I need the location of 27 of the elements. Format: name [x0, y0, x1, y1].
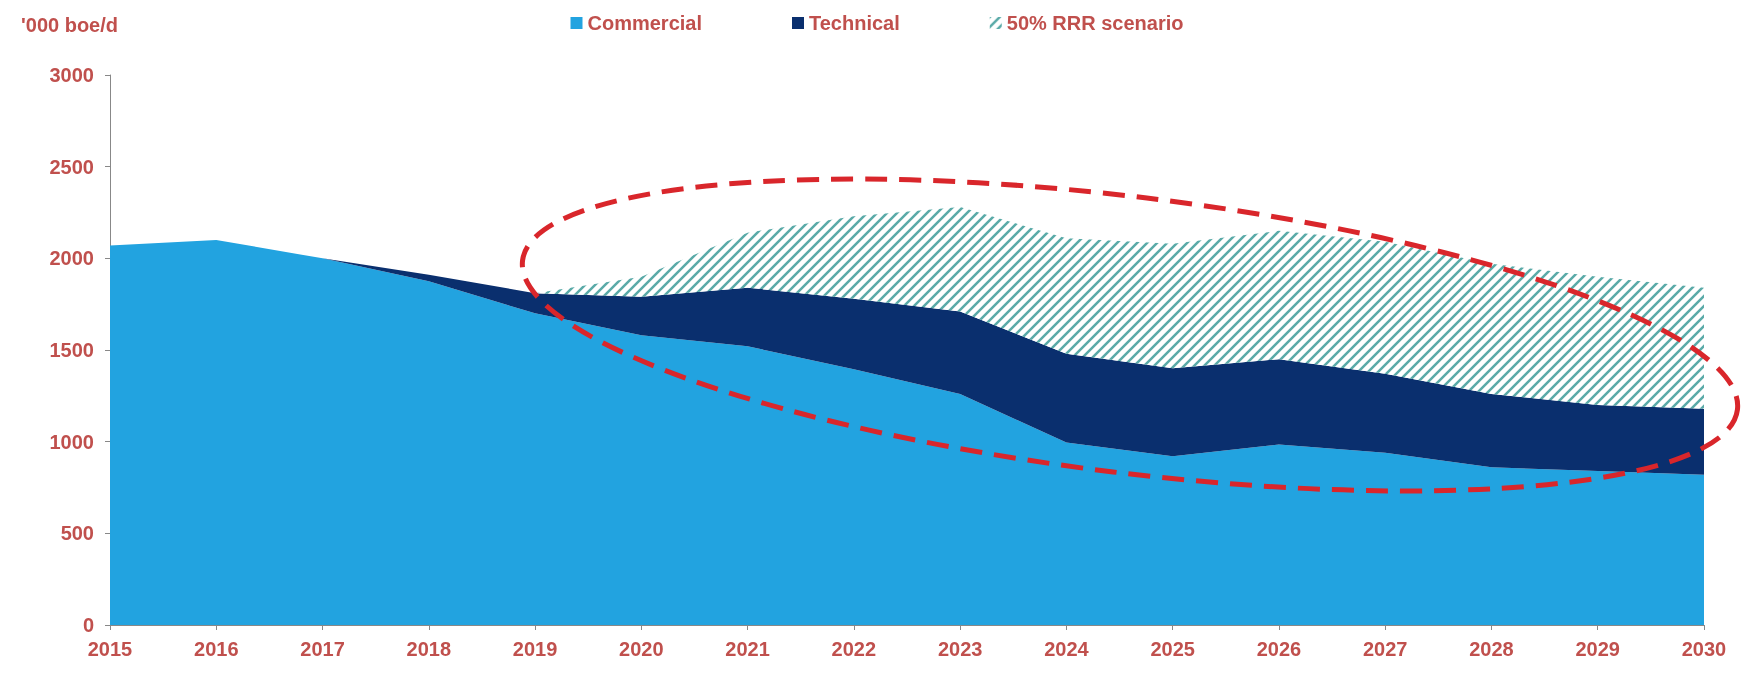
y-tick-label: 1000 — [49, 430, 94, 453]
x-tick-label: 2022 — [831, 638, 877, 660]
x-tick-label: 2024 — [1044, 638, 1090, 660]
x-tick-label: 2029 — [1575, 638, 1620, 660]
y-tick-label: 2500 — [49, 155, 94, 178]
x-tick-label: 2023 — [937, 638, 983, 660]
y-tick-label: 500 — [60, 522, 94, 545]
x-tick-label: 2018 — [406, 638, 452, 660]
legend-label: Technical — [808, 12, 900, 34]
y-tick-label: 0 — [82, 614, 94, 636]
x-tick-label: 2021 — [725, 638, 770, 660]
y-tick-label: 2000 — [49, 247, 94, 270]
y-tick-label: 3000 — [49, 64, 94, 86]
x-tick-label: 2016 — [194, 638, 239, 660]
x-tick-label: 2026 — [1256, 638, 1302, 660]
x-tick-label: 2020 — [619, 638, 664, 660]
x-tick-label: 2030 — [1681, 638, 1727, 660]
x-tick-label: 2017 — [300, 638, 345, 660]
x-tick-label: 2028 — [1469, 638, 1514, 660]
x-tick-label: 2019 — [512, 638, 558, 660]
legend-label: Commercial — [587, 12, 702, 34]
x-tick-label: 2015 — [87, 638, 133, 660]
x-tick-label: 2025 — [1150, 638, 1195, 660]
legend-label: 50% RRR scenario — [1006, 12, 1184, 34]
y-axis-title: '000 boe/d — [21, 14, 119, 36]
y-tick-label: 1500 — [49, 339, 94, 361]
x-tick-label: 2027 — [1362, 638, 1408, 660]
